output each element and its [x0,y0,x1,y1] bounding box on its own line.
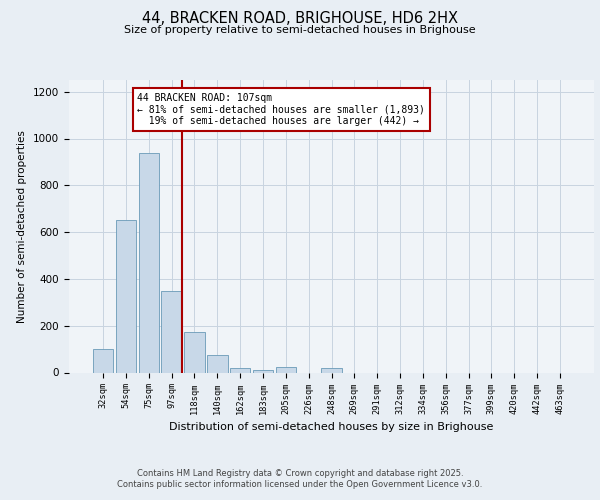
Bar [161,290,182,372]
Bar [253,370,273,372]
Bar [275,366,296,372]
Bar [207,355,227,372]
Bar [93,349,113,372]
Bar [116,220,136,372]
Text: Contains public sector information licensed under the Open Government Licence v3: Contains public sector information licen… [118,480,482,489]
Bar [139,152,159,372]
Bar [184,332,205,372]
Y-axis label: Number of semi-detached properties: Number of semi-detached properties [17,130,28,322]
Bar [321,368,342,372]
X-axis label: Distribution of semi-detached houses by size in Brighouse: Distribution of semi-detached houses by … [169,422,494,432]
Text: Size of property relative to semi-detached houses in Brighouse: Size of property relative to semi-detach… [124,25,476,35]
Text: 44 BRACKEN ROAD: 107sqm
← 81% of semi-detached houses are smaller (1,893)
  19% : 44 BRACKEN ROAD: 107sqm ← 81% of semi-de… [137,93,425,126]
Bar [230,368,250,372]
Text: Contains HM Land Registry data © Crown copyright and database right 2025.: Contains HM Land Registry data © Crown c… [137,468,463,477]
Text: 44, BRACKEN ROAD, BRIGHOUSE, HD6 2HX: 44, BRACKEN ROAD, BRIGHOUSE, HD6 2HX [142,11,458,26]
